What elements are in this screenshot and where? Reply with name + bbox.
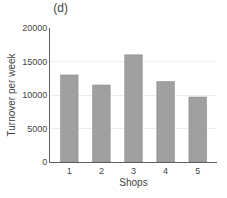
svg-text:Turnover per week: Turnover per week — [6, 53, 17, 137]
svg-text:20000: 20000 — [22, 23, 47, 33]
svg-text:3: 3 — [131, 166, 136, 176]
svg-text:10000: 10000 — [22, 90, 47, 100]
svg-text:5: 5 — [195, 166, 200, 176]
svg-text:0: 0 — [42, 157, 47, 167]
svg-text:5000: 5000 — [27, 124, 47, 134]
svg-text:4: 4 — [163, 166, 168, 176]
svg-text:1: 1 — [67, 166, 72, 176]
svg-text:2: 2 — [99, 166, 104, 176]
svg-text:15000: 15000 — [22, 57, 47, 67]
svg-text:Shops: Shops — [119, 177, 147, 188]
svg-text:(d): (d) — [53, 1, 68, 15]
